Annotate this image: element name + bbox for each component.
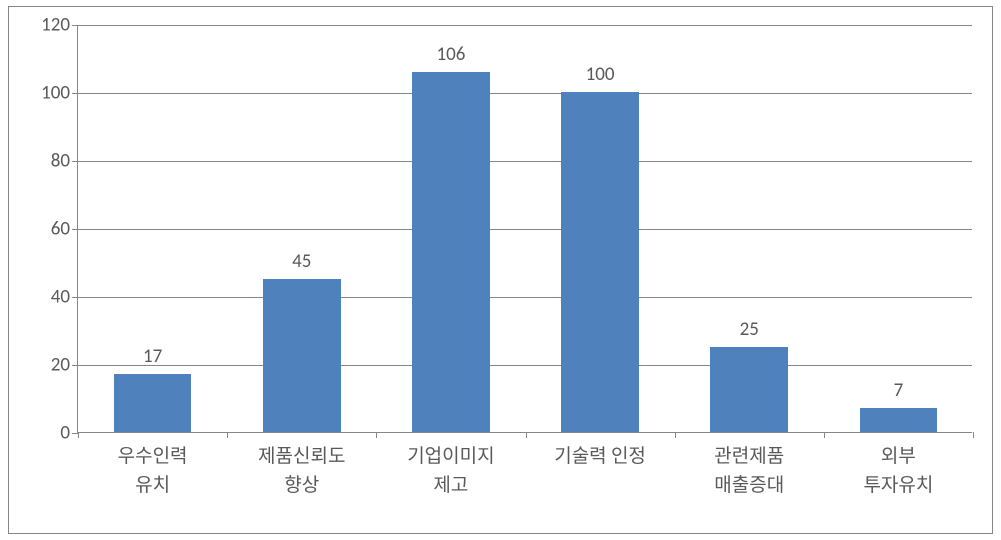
bar: 25 xyxy=(710,347,788,432)
xtick-mark xyxy=(78,432,79,438)
bar-value-label: 106 xyxy=(412,43,490,66)
bar-value-label: 7 xyxy=(860,379,938,402)
bar: 45 xyxy=(263,279,341,432)
plot-area: 02040608010012017우수인력 유치45제품신뢰도 향상106기업이… xyxy=(77,25,972,433)
ytick-label: 100 xyxy=(41,82,78,105)
xtick-label: 우수인력 유치 xyxy=(78,442,227,501)
bar: 17 xyxy=(114,374,192,432)
xtick-mark xyxy=(526,432,527,438)
gridline xyxy=(78,161,972,162)
bar: 106 xyxy=(412,72,490,432)
bar: 7 xyxy=(860,408,938,432)
bar-value-label: 45 xyxy=(263,250,341,273)
ytick-label: 0 xyxy=(60,422,78,445)
gridline xyxy=(78,25,972,26)
ytick-label: 80 xyxy=(51,150,78,173)
xtick-label: 기업이미지 제고 xyxy=(376,442,525,501)
bar-value-label: 100 xyxy=(561,63,639,86)
xtick-label: 관련제품 매출증대 xyxy=(675,442,824,501)
ytick-label: 120 xyxy=(41,14,78,37)
xtick-mark xyxy=(973,432,974,438)
gridline xyxy=(78,297,972,298)
xtick-label: 외부 투자유치 xyxy=(824,442,973,501)
gridline xyxy=(78,229,972,230)
xtick-mark xyxy=(227,432,228,438)
bar-value-label: 17 xyxy=(114,345,192,368)
xtick-label: 기술력 인정 xyxy=(526,442,675,471)
bar: 100 xyxy=(561,92,639,432)
ytick-label: 40 xyxy=(51,286,78,309)
ytick-label: 60 xyxy=(51,218,78,241)
xtick-mark xyxy=(376,432,377,438)
xtick-mark xyxy=(675,432,676,438)
gridline xyxy=(78,365,972,366)
xtick-label: 제품신뢰도 향상 xyxy=(227,442,376,501)
bar-value-label: 25 xyxy=(710,318,788,341)
chart-container: 0 20 40 60 80 100 120 17 우수인력 유치 45 제품신뢰도 향상 106 기업이… xyxy=(8,6,993,534)
xtick-mark xyxy=(824,432,825,438)
gridline xyxy=(78,93,972,94)
ytick-label: 20 xyxy=(51,354,78,377)
